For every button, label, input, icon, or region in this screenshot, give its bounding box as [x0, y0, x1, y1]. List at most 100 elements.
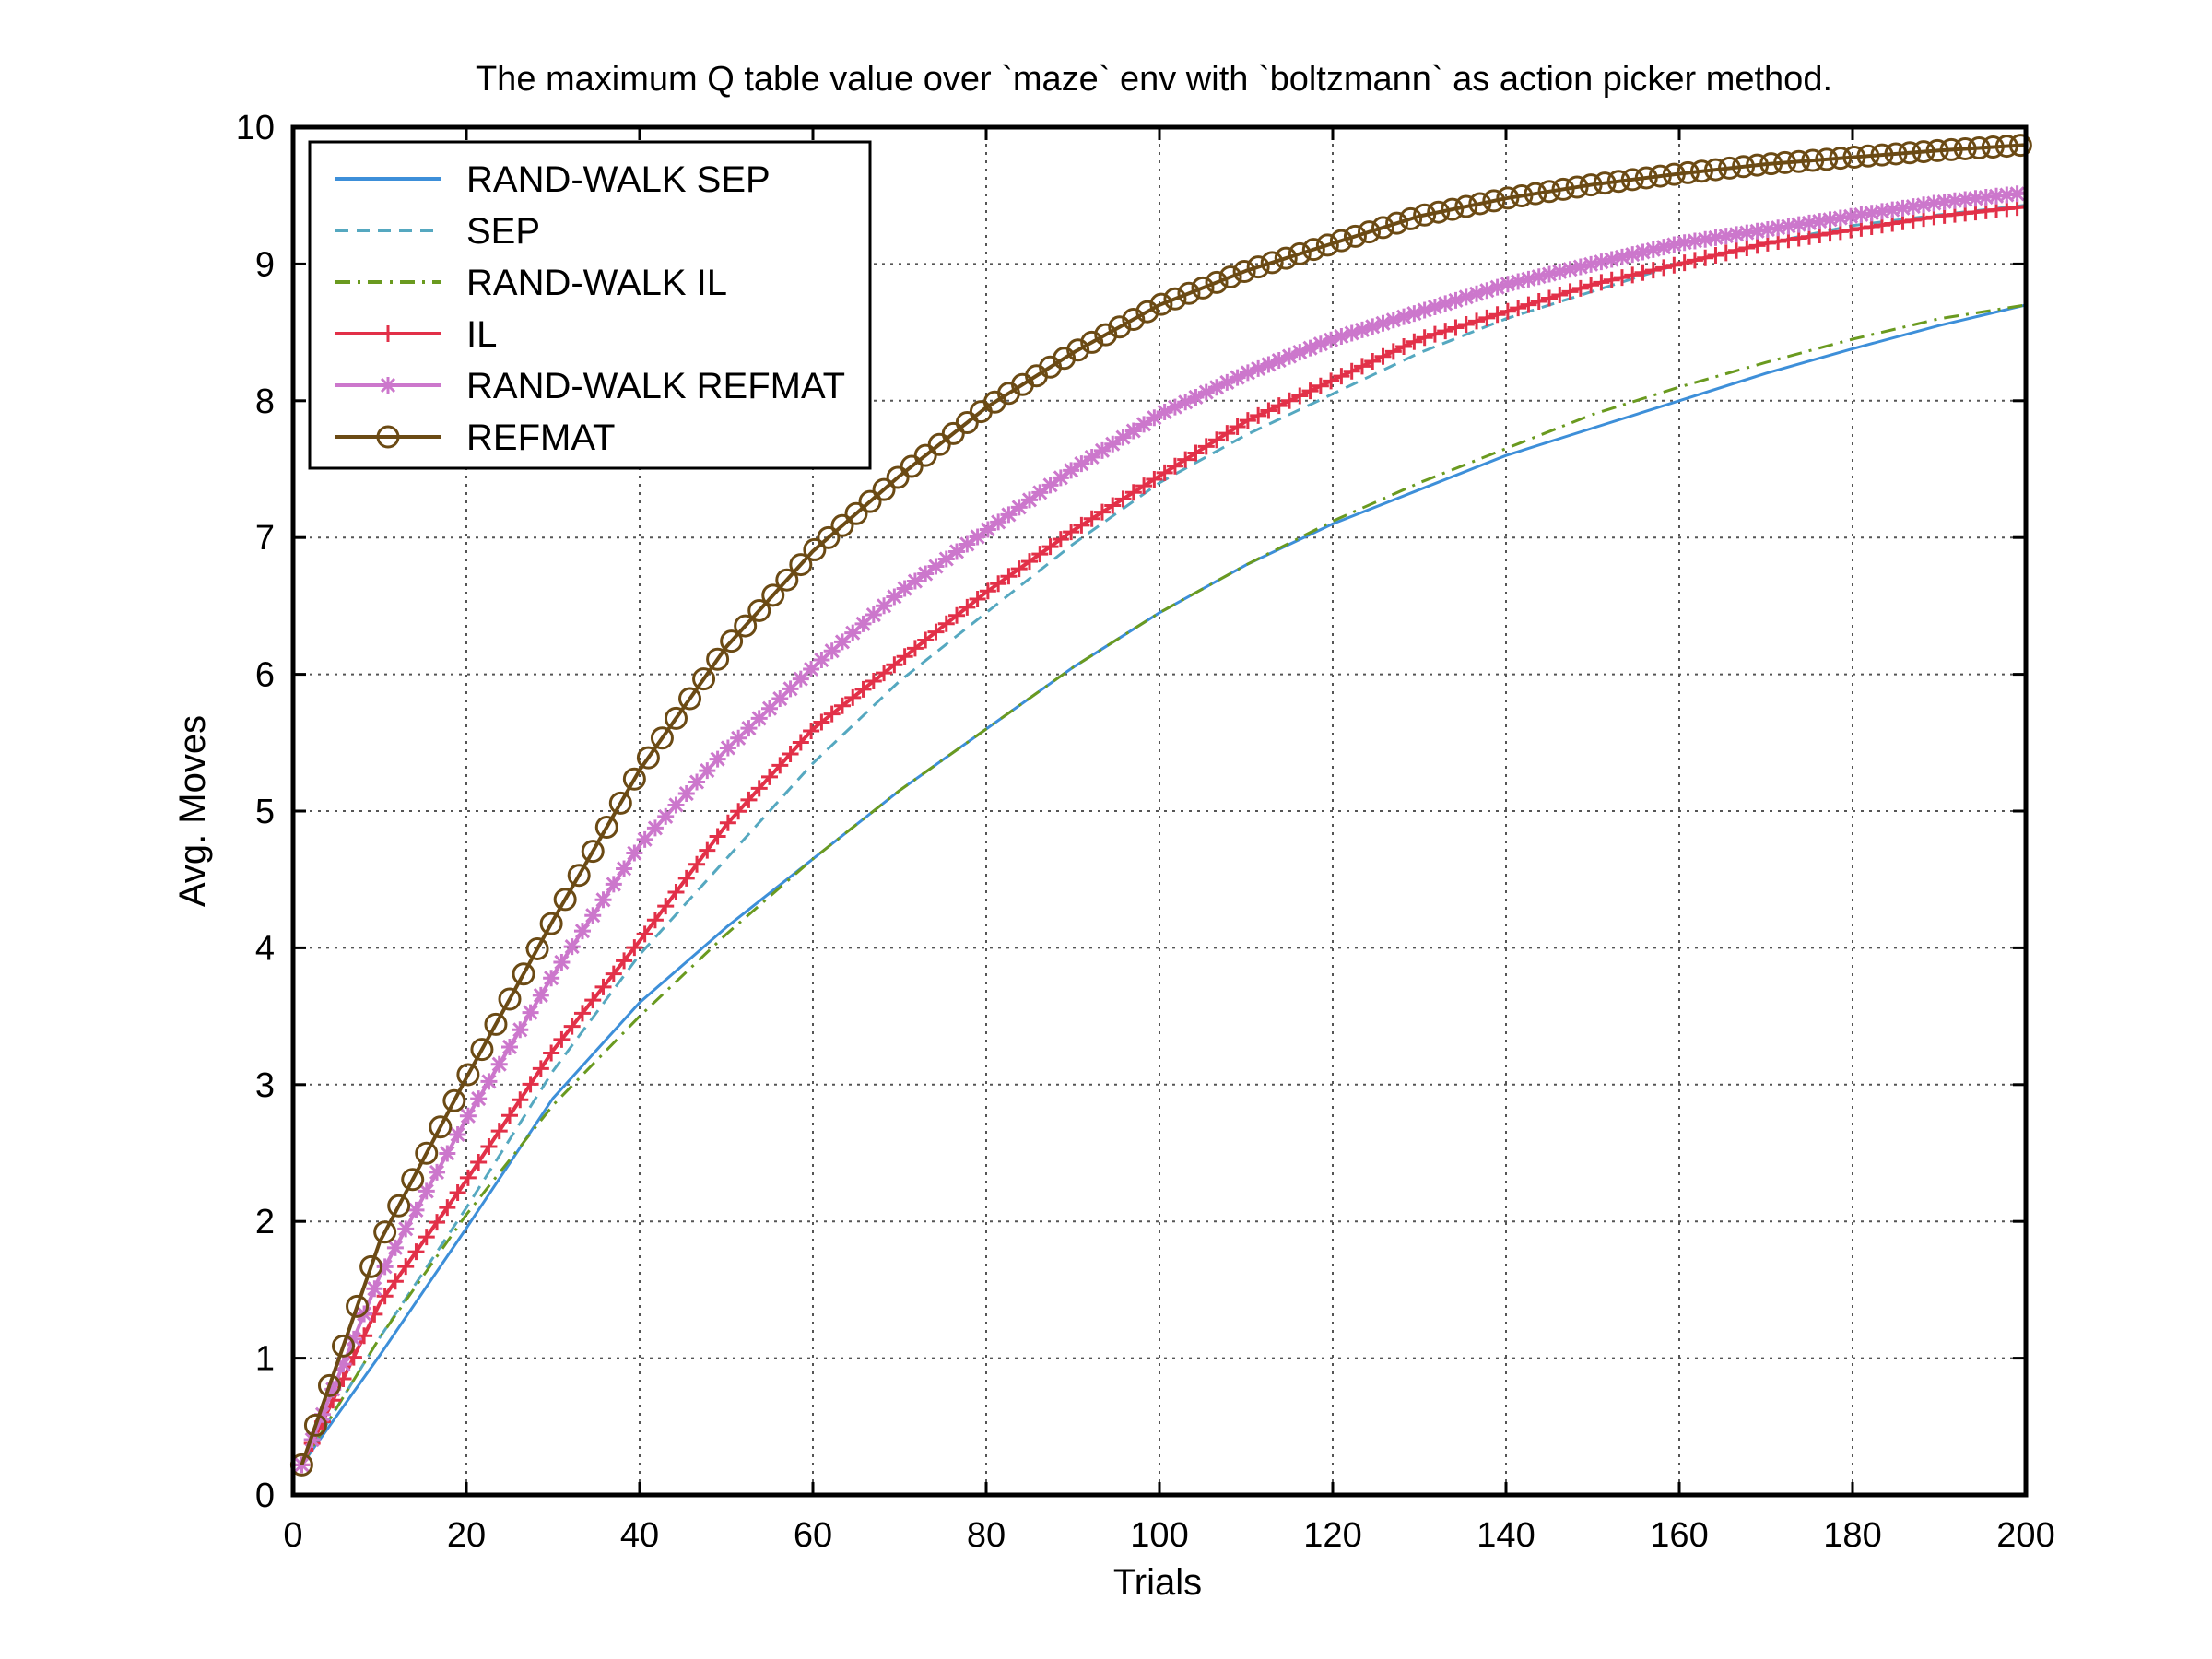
data-point-marker — [1499, 302, 1516, 320]
data-point-marker — [397, 1220, 415, 1238]
data-point-marker — [1634, 166, 1658, 190]
data-point-marker — [397, 1258, 415, 1276]
data-point-marker — [650, 726, 674, 750]
data-point-marker — [1624, 246, 1641, 264]
data-point-marker — [1395, 338, 1413, 356]
chart-title: The maximum Q table value over `maze` en… — [476, 60, 1832, 99]
legend-marker-sample — [376, 425, 400, 449]
legend-item: IL — [335, 314, 497, 355]
data-point-marker — [522, 1004, 539, 1021]
data-point-marker — [512, 962, 535, 986]
data-point-marker — [1946, 192, 1963, 209]
data-point-marker — [730, 803, 747, 820]
data-point-marker — [1177, 451, 1194, 468]
data-point-marker — [1707, 247, 1724, 265]
data-point-marker — [1912, 140, 1936, 164]
data-point-marker — [429, 1163, 446, 1181]
data-point-marker — [449, 1184, 466, 1202]
data-point-marker — [677, 785, 695, 803]
data-point-marker — [1967, 135, 1991, 159]
data-point-marker — [2008, 185, 2026, 203]
data-point-marker — [1146, 470, 1163, 488]
data-point-marker — [709, 750, 726, 768]
data-point-marker — [1915, 196, 1933, 214]
data-point-marker — [734, 614, 758, 638]
data-point-marker — [1343, 324, 1360, 342]
data-point-marker — [1842, 207, 1860, 225]
data-point-marker — [1163, 287, 1187, 311]
data-point-marker — [782, 680, 799, 698]
data-point-marker — [706, 647, 730, 671]
data-point-marker — [501, 1038, 518, 1055]
data-point-marker — [858, 489, 882, 513]
data-point-marker — [1686, 232, 1703, 250]
data-point-marker — [1343, 362, 1360, 380]
data-point-marker — [1333, 368, 1350, 385]
data-point-marker — [1530, 293, 1547, 311]
data-point-marker — [657, 807, 675, 825]
data-point-marker — [429, 1115, 453, 1139]
data-point-marker — [664, 706, 688, 730]
data-point-marker — [1333, 328, 1350, 346]
data-point-marker — [1315, 233, 1339, 257]
data-point-marker — [959, 535, 976, 553]
data-point-marker — [1177, 394, 1194, 411]
data-point-marker — [699, 762, 716, 780]
data-point-marker — [854, 680, 872, 698]
data-point-marker — [1371, 216, 1395, 240]
series-rand-walk-il — [300, 303, 2027, 1466]
data-point-marker — [955, 411, 979, 435]
data-point-marker — [1205, 270, 1229, 294]
data-point-marker — [608, 791, 632, 815]
data-point-marker — [1644, 262, 1662, 279]
data-point-marker — [1399, 206, 1423, 230]
data-point-marker — [1936, 193, 1953, 210]
data-point-marker — [594, 891, 612, 909]
data-point-marker — [719, 739, 736, 757]
series-il — [293, 199, 2027, 1474]
data-point-marker — [1520, 296, 1537, 313]
data-point-marker — [1856, 144, 1880, 168]
data-point-marker — [1894, 199, 1912, 217]
data-point-marker — [1773, 150, 1797, 174]
data-point-marker — [332, 1334, 356, 1358]
legend: RAND-WALK SEP SEP RAND-WALK IL IL RAND-WALK … — [308, 140, 872, 470]
data-point-marker — [1994, 135, 2018, 159]
data-point-marker — [969, 528, 986, 546]
data-point-marker — [906, 640, 924, 657]
data-point-marker — [1073, 516, 1090, 534]
data-point-marker — [1114, 429, 1132, 446]
data-point-marker — [948, 606, 966, 624]
data-point-marker — [730, 729, 747, 747]
y-tick-label: 8 — [255, 382, 275, 421]
data-point-marker — [418, 1182, 435, 1200]
data-point-marker — [761, 768, 778, 785]
data-point-marker — [833, 633, 851, 651]
data-point-marker — [386, 1239, 404, 1256]
data-point-marker — [1551, 263, 1569, 280]
data-point-marker — [636, 925, 653, 943]
data-point-marker — [1260, 402, 1277, 419]
data-point-marker — [1066, 338, 1090, 362]
data-point-marker — [657, 898, 675, 915]
axis-ticks: 0 20 40 60 80 100 120 140 160 180 200 0 1 2 3 4 5 6 7 8 9 10 — [236, 109, 2055, 1555]
data-point-marker — [1842, 145, 1866, 169]
data-point-marker — [584, 992, 602, 1009]
data-point-marker — [1437, 295, 1454, 312]
data-point-marker — [1426, 325, 1443, 343]
data-point-marker — [833, 697, 851, 714]
series-line — [300, 143, 2027, 1466]
data-point-marker — [573, 1005, 591, 1022]
data-point-marker — [1108, 315, 1132, 339]
data-point-marker — [1613, 269, 1630, 287]
data-point-marker — [594, 978, 612, 995]
data-point-marker — [1239, 364, 1256, 382]
data-point-marker — [1149, 292, 1173, 316]
data-point-marker — [1197, 438, 1215, 455]
data-point-marker — [1052, 469, 1069, 487]
series-line — [300, 303, 2027, 1466]
data-point-marker — [1250, 406, 1267, 424]
data-point-marker — [1953, 136, 1977, 160]
data-point-marker — [740, 720, 758, 737]
data-point-marker — [1301, 339, 1319, 357]
